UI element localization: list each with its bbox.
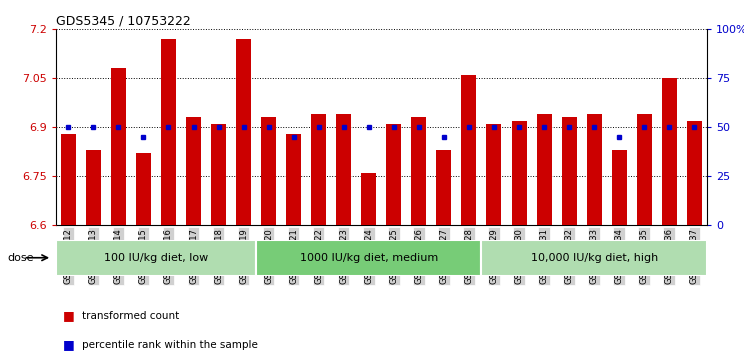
Bar bbox=[186, 117, 201, 225]
Bar bbox=[612, 150, 626, 225]
Bar bbox=[111, 68, 126, 225]
Bar bbox=[136, 153, 151, 225]
Bar bbox=[256, 240, 481, 276]
Bar bbox=[261, 117, 276, 225]
Bar bbox=[637, 114, 652, 225]
Text: 10,000 IU/kg diet, high: 10,000 IU/kg diet, high bbox=[530, 253, 658, 263]
Bar bbox=[481, 240, 707, 276]
Bar bbox=[512, 121, 527, 225]
Bar bbox=[661, 78, 677, 225]
Bar bbox=[362, 173, 376, 225]
Text: dose: dose bbox=[7, 253, 34, 263]
Bar bbox=[411, 117, 426, 225]
Text: percentile rank within the sample: percentile rank within the sample bbox=[82, 340, 257, 350]
Bar bbox=[211, 124, 226, 225]
Bar bbox=[687, 121, 702, 225]
Bar bbox=[161, 39, 176, 225]
Text: ■: ■ bbox=[63, 338, 75, 351]
Bar bbox=[487, 124, 501, 225]
Text: 100 IU/kg diet, low: 100 IU/kg diet, low bbox=[104, 253, 208, 263]
Bar bbox=[61, 134, 76, 225]
Bar bbox=[336, 114, 351, 225]
Bar bbox=[461, 75, 476, 225]
Bar bbox=[56, 240, 256, 276]
Bar bbox=[236, 39, 251, 225]
Bar bbox=[86, 150, 101, 225]
Bar bbox=[586, 114, 602, 225]
Bar bbox=[311, 114, 326, 225]
Text: transformed count: transformed count bbox=[82, 311, 179, 321]
Text: GDS5345 / 10753222: GDS5345 / 10753222 bbox=[56, 15, 190, 28]
Bar bbox=[536, 114, 551, 225]
Bar bbox=[562, 117, 577, 225]
Bar bbox=[286, 134, 301, 225]
Text: ■: ■ bbox=[63, 309, 75, 322]
Bar bbox=[437, 150, 452, 225]
Text: 1000 IU/kg diet, medium: 1000 IU/kg diet, medium bbox=[300, 253, 438, 263]
Bar bbox=[386, 124, 401, 225]
